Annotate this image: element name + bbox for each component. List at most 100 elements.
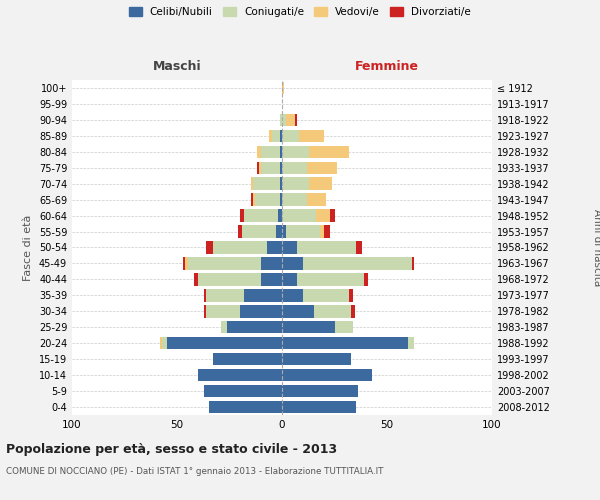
Bar (257, 146, 261, 158)
Bar (240, 305, 282, 318)
Bar (282, 385, 358, 398)
Bar (206, 242, 213, 254)
Bar (253, 178, 280, 190)
Bar (280, 194, 282, 206)
Bar (282, 321, 335, 334)
Bar (282, 273, 296, 285)
Text: Maschi: Maschi (152, 60, 202, 72)
Bar (282, 401, 355, 413)
Bar (412, 257, 415, 270)
Bar (282, 162, 307, 174)
Bar (251, 178, 253, 190)
Bar (282, 353, 351, 366)
Bar (280, 178, 282, 190)
Bar (303, 257, 412, 270)
Bar (324, 226, 331, 238)
Bar (221, 321, 227, 334)
Bar (408, 337, 415, 349)
Bar (254, 194, 280, 206)
Bar (162, 337, 167, 349)
Bar (278, 210, 282, 222)
Bar (303, 289, 349, 302)
Bar (307, 162, 337, 174)
Bar (310, 146, 349, 158)
Text: Femmine: Femmine (355, 60, 419, 72)
Bar (335, 321, 353, 334)
Bar (271, 130, 280, 142)
Bar (269, 130, 271, 142)
Bar (204, 385, 282, 398)
Bar (213, 242, 268, 254)
Bar (204, 305, 206, 318)
Bar (296, 242, 355, 254)
Bar (259, 162, 261, 174)
Bar (187, 257, 261, 270)
Text: COMUNE DI NOCCIANO (PE) - Dati ISTAT 1° gennaio 2013 - Elaborazione TUTTITALIA.I: COMUNE DI NOCCIANO (PE) - Dati ISTAT 1° … (6, 468, 383, 476)
Text: Popolazione per età, sesso e stato civile - 2013: Popolazione per età, sesso e stato civil… (6, 442, 337, 456)
Bar (206, 289, 244, 302)
Bar (351, 305, 355, 318)
Bar (282, 194, 307, 206)
Bar (320, 226, 324, 238)
Bar (261, 146, 280, 158)
Bar (280, 162, 282, 174)
Text: Anni di nascita: Anni di nascita (592, 209, 600, 286)
Bar (282, 114, 286, 126)
Bar (253, 194, 254, 206)
Bar (280, 130, 282, 142)
Bar (349, 289, 353, 302)
Bar (299, 130, 324, 142)
Bar (355, 242, 362, 254)
Bar (167, 337, 282, 349)
Bar (286, 226, 320, 238)
Bar (314, 305, 352, 318)
Y-axis label: Fasce di età: Fasce di età (23, 214, 33, 280)
Bar (307, 194, 326, 206)
Bar (160, 337, 162, 349)
Bar (282, 178, 310, 190)
Bar (185, 257, 187, 270)
Bar (282, 257, 303, 270)
Bar (268, 242, 282, 254)
Bar (331, 210, 335, 222)
Bar (209, 401, 282, 413)
Bar (244, 210, 278, 222)
Bar (282, 146, 310, 158)
Bar (295, 114, 297, 126)
Bar (194, 273, 198, 285)
Legend: Celibi/Nubili, Coniugati/e, Vedovi/e, Divorziati/e: Celibi/Nubili, Coniugati/e, Vedovi/e, Di… (125, 2, 475, 22)
Bar (282, 226, 286, 238)
Bar (198, 273, 261, 285)
Bar (282, 305, 314, 318)
Bar (238, 226, 242, 238)
Bar (261, 273, 282, 285)
Bar (296, 273, 364, 285)
Bar (282, 369, 372, 382)
Bar (240, 210, 244, 222)
Bar (276, 226, 282, 238)
Bar (280, 114, 282, 126)
Bar (204, 289, 206, 302)
Bar (282, 289, 303, 302)
Bar (244, 289, 282, 302)
Bar (282, 337, 408, 349)
Bar (257, 162, 259, 174)
Bar (282, 130, 299, 142)
Bar (286, 114, 295, 126)
Bar (316, 210, 331, 222)
Bar (364, 273, 368, 285)
Bar (261, 257, 282, 270)
Bar (242, 226, 276, 238)
Bar (282, 242, 296, 254)
Bar (198, 369, 282, 382)
Bar (227, 321, 282, 334)
Bar (310, 178, 332, 190)
Bar (213, 353, 282, 366)
Bar (280, 146, 282, 158)
Bar (206, 305, 240, 318)
Bar (282, 210, 316, 222)
Bar (251, 194, 253, 206)
Bar (282, 82, 284, 94)
Bar (261, 162, 280, 174)
Bar (184, 257, 185, 270)
